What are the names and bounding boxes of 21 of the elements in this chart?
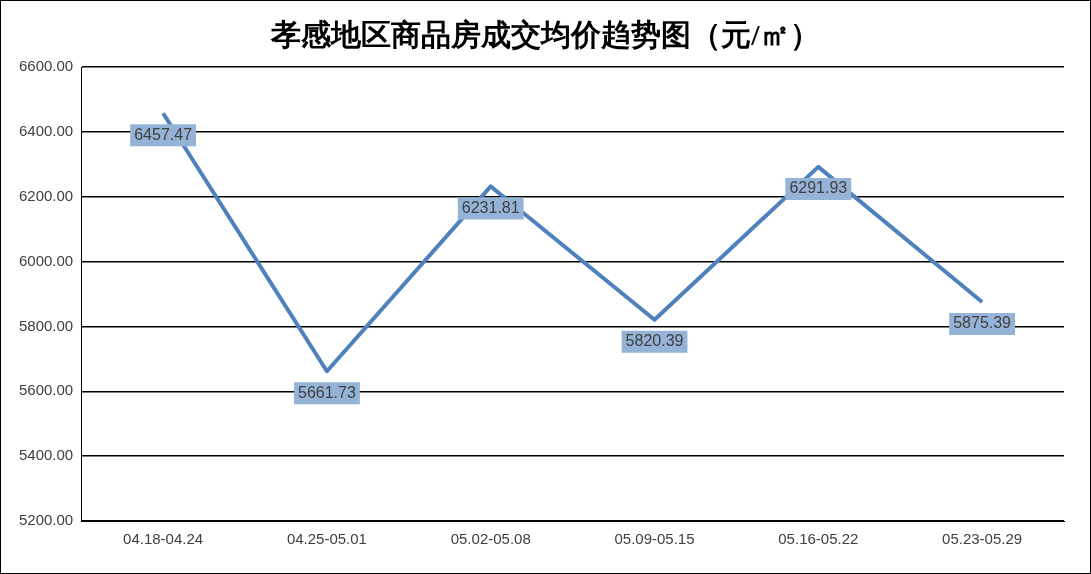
data-label: 5820.39: [625, 332, 684, 350]
y-tick-label: 5400.00: [18, 446, 74, 464]
y-tick-label: 5800.00: [18, 316, 74, 334]
y-tick-label: 5200.00: [18, 511, 74, 529]
y-tick-label: 6000.00: [18, 251, 74, 269]
x-tick-label: 05.16-05.22: [778, 530, 859, 548]
x-tick-label: 04.25-05.01: [286, 530, 367, 548]
x-tick-label: 05.02-05.08: [450, 530, 531, 548]
data-label: 6231.81: [461, 198, 520, 216]
x-tick-label: 04.18-04.24: [123, 530, 204, 548]
x-tick-label: 05.23-05.29: [942, 530, 1023, 548]
chart-title: 孝感地区商品房成交均价趋势图（元/㎡）: [270, 17, 821, 53]
x-tick-label: 05.09-05.15: [614, 530, 695, 548]
y-tick-label: 6600.00: [18, 57, 74, 75]
y-tick-label: 5600.00: [18, 381, 74, 399]
y-tick-label: 6400.00: [18, 122, 74, 139]
data-label: 6457.47: [134, 125, 193, 143]
y-tick-label: 6200.00: [18, 186, 74, 204]
data-label: 6291.93: [789, 179, 848, 197]
data-label: 5661.73: [297, 383, 356, 401]
data-label: 5875.39: [953, 314, 1012, 332]
